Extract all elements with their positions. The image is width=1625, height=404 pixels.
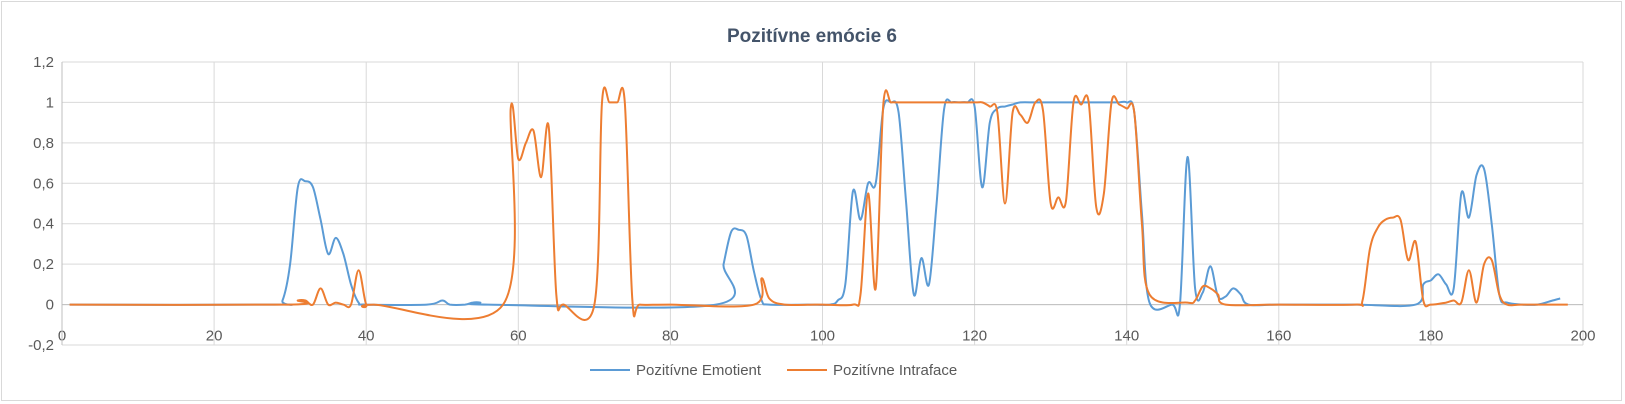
chart-title: Pozitívne emócie 6 <box>727 26 897 47</box>
x-tick-label: 100 <box>810 328 835 345</box>
series-lines <box>69 86 1568 321</box>
x-tick-label: 20 <box>206 328 223 345</box>
y-tick-label: 0 <box>46 297 54 314</box>
x-tick-label: 60 <box>510 328 527 345</box>
legend-label: Pozitívne Emotient <box>636 362 762 379</box>
y-tick-label: 0,6 <box>33 175 54 192</box>
legend-label: Pozitívne Intraface <box>833 362 957 379</box>
y-tick-label: 1 <box>46 94 54 111</box>
x-tick-label: 140 <box>1114 328 1139 345</box>
x-tick-label: 200 <box>1570 328 1595 345</box>
y-tick-label: 1,2 <box>33 54 54 71</box>
x-tick-label: 180 <box>1418 328 1443 345</box>
x-tick-label: 120 <box>962 328 987 345</box>
x-tick-label: 40 <box>358 328 375 345</box>
y-tick-label: 0,8 <box>33 135 54 152</box>
x-tick-label: 160 <box>1266 328 1291 345</box>
series-line-2 <box>69 86 1568 321</box>
y-tick-label: -0,2 <box>28 337 54 354</box>
gridlines <box>61 61 1584 346</box>
legend[interactable]: Pozitívne Emotient Pozitívne Intraface <box>590 362 957 379</box>
x-tick-label: 80 <box>662 328 679 345</box>
axes: -0,200,20,40,60,811,20 20 40 60 80 100 120 140 1… <box>28 54 1595 354</box>
y-tick-label: 0,4 <box>33 216 54 233</box>
series-line-1 <box>69 98 1561 317</box>
y-tick-label: 0,2 <box>33 256 54 273</box>
